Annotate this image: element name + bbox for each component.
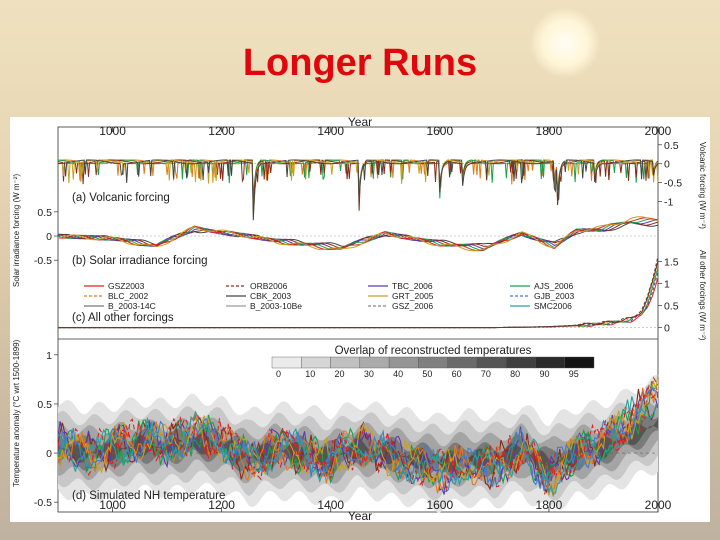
nh-temp-series-line: [112, 387, 659, 486]
legend-entry-label: CBK_2003: [250, 291, 291, 301]
top-year-tick-label: 1600: [426, 124, 453, 138]
panel-d-ylabel: Temperature anomaly (°C wrt 1500-1899): [12, 339, 21, 487]
top-year-tick-label: 1000: [99, 124, 126, 138]
nh-temp-series-line: [57, 396, 659, 496]
panel-c-ytick-label: 0: [664, 323, 670, 335]
bottom-year-tick-label: 1200: [208, 498, 235, 512]
legend-entry-label: SMC2006: [534, 301, 572, 311]
overlap-key-cell: [476, 356, 507, 369]
overlap-key-tick-label: 40: [393, 369, 403, 379]
nh-temp-series-line: [57, 374, 659, 496]
overlap-key-cell: [447, 356, 478, 369]
bottom-axis-title: Year: [348, 509, 372, 522]
nh-temp-series-line: [57, 381, 659, 487]
top-year-tick-label: 1400: [317, 124, 344, 138]
overlap-key-cell: [388, 356, 419, 369]
panel-a-ytick-label: -1: [664, 197, 673, 209]
bottom-year-tick-label: 1600: [426, 498, 453, 512]
overlap-key-tick-label: 20: [335, 369, 345, 379]
panel-a-ylabel: Volcanic forcing (W m⁻²): [698, 142, 707, 229]
sun-glow: [530, 8, 600, 78]
overlap-key-tick-label: 50: [422, 369, 432, 379]
overlap-key-tick-label: 30: [364, 369, 374, 379]
legend-entry-label: TBC_2006: [392, 281, 433, 291]
legend-entry-label: GSZ2003: [108, 281, 145, 291]
overlap-key-tick-label: 90: [539, 369, 549, 379]
bottom-year-tick-label: 1800: [536, 498, 563, 512]
legend-entry-label: GRT_2005: [392, 291, 434, 301]
panel-d-ytick-label: 0: [46, 448, 52, 460]
legend-entry-label: AJS_2006: [534, 281, 573, 291]
panel-d-ytick-label: 1: [46, 350, 52, 362]
slide-title: Longer Runs: [242, 42, 478, 84]
solar-series-line: [57, 216, 659, 252]
nh-temp-series-line: [57, 385, 659, 493]
panel-a-label: (a) Volcanic forcing: [72, 192, 170, 204]
bottom-year-tick-label: 1000: [99, 498, 126, 512]
overlap-key-cell: [535, 356, 565, 369]
top-year-tick-label: 1800: [536, 124, 563, 138]
legend-entry-label: B_2003-14C: [108, 301, 156, 311]
forcing-figure: 1000 1000 1200 1200 1400 1400 1600 1600 1800 1800…: [10, 117, 710, 522]
overlap-key-cell: [301, 356, 331, 369]
overlap-key-tick-label: 80: [510, 369, 520, 379]
panel-d-ytick-label: 0.5: [37, 399, 52, 411]
panel-a-ytick-label: 0: [664, 159, 670, 171]
solar-series-line: [57, 217, 659, 252]
overlap-key-cell: [564, 356, 595, 369]
panel-b-label: (b) Solar irradiance forcing: [72, 255, 208, 267]
top-axis-title: Year: [348, 117, 372, 129]
panel-c-ylabel: All other forcings (W m⁻²): [698, 250, 707, 341]
panel-b-ytick-label: -0.5: [34, 255, 52, 267]
overlap-key-tick-label: 0: [276, 369, 281, 379]
panel-b-ylabel: Solar irradiance forcing (W m⁻²): [12, 174, 21, 287]
legend-entry-label: GJB_2003: [534, 291, 574, 301]
overlap-key-tick-label: 60: [452, 369, 462, 379]
forcing-chart-svg: 1000100012001200140014001600160018001800…: [12, 117, 707, 522]
overlap-key-cell: [271, 356, 302, 369]
overlap-key-cell: [505, 356, 536, 369]
top-year-tick-label: 2000: [645, 124, 672, 138]
panel-b-ytick-label: 0.5: [37, 207, 52, 219]
panel-d-label: (d) Simulated NH temperature: [72, 490, 225, 502]
overlap-key-cell: [418, 356, 448, 369]
bottom-year-tick-label: 2000: [645, 498, 672, 512]
other-forcing-series-line: [58, 255, 659, 329]
legend-entry-label: B_2003-10Be: [250, 301, 302, 311]
panel-c-ytick-label: 1.5: [664, 256, 679, 268]
panel-d-ytick-label: -0.5: [34, 497, 52, 509]
plot-frame: [57, 126, 659, 513]
legend-entry-label: ORB2006: [250, 281, 288, 291]
panel-c-ytick-label: 1: [664, 278, 670, 290]
top-year-tick-label: 1200: [208, 124, 235, 138]
panel-a-ytick-label: 0.5: [664, 140, 679, 152]
panel-c-label: (c) All other forcings: [72, 312, 174, 324]
legend-entry-label: BLC_2002: [108, 291, 148, 301]
overlap-key-tick-label: 70: [481, 369, 491, 379]
panel-a-ytick-label: -0.5: [664, 178, 682, 190]
overlap-key-cell: [359, 356, 390, 369]
nh-temp-series-line: [57, 376, 659, 495]
legend-entry-label: GSZ_2006: [392, 301, 433, 311]
volcanic-series-line: [58, 159, 659, 221]
bottom-year-tick-label: 1400: [317, 498, 344, 512]
panel-c-ytick-label: 0.5: [664, 301, 679, 313]
overlap-key-tick-label: 10: [305, 369, 315, 379]
overlap-key-title: Overlap of reconstructed temperatures: [335, 345, 532, 357]
overlap-key-tick-label: 95: [569, 369, 579, 379]
panel-b-ytick-label: 0: [46, 231, 52, 243]
overlap-key-cell: [330, 356, 361, 369]
